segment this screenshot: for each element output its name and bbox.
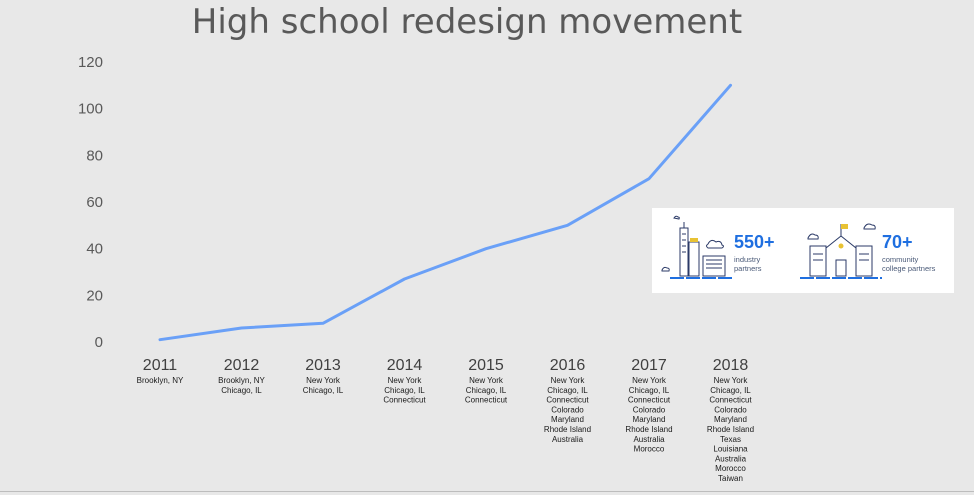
location-label: New York [714,376,749,385]
industry-partners-label-2: partners [734,264,762,273]
location-label: Australia [715,454,747,463]
location-label: Australia [552,435,584,444]
location-label: Morocco [634,445,665,454]
location-label: Connecticut [546,396,589,405]
y-tick-label: 40 [86,241,103,258]
location-label: Australia [633,435,665,444]
location-label: Chicago, IL [466,386,507,395]
partners-infographic: 550+ industry partners 70+ community col… [652,208,954,293]
location-label: Chicago, IL [221,386,262,395]
industry-partners-count: 550+ [734,232,775,252]
location-label: Chicago, IL [629,386,670,395]
location-label: New York [551,376,586,385]
college-partners-label-1: community [882,255,919,264]
location-label: Chicago, IL [710,386,751,395]
location-label: Taiwan [718,474,743,483]
bottom-divider [0,491,974,492]
location-label: New York [388,376,423,385]
location-label: Louisiana [713,445,748,454]
location-label: Morocco [715,464,746,473]
location-label: Maryland [714,415,747,424]
location-label: Texas [720,435,741,444]
series-line [158,83,732,342]
y-axis-ticks: 0 20 40 60 80 100 120 [78,54,103,351]
industry-partners-label-1: industry [734,255,761,264]
chart-title: High school redesign movement [191,2,743,42]
x-axis-ticks: 2011 2012 2013 2014 2015 2016 2017 2018 [143,357,749,374]
y-tick-label: 100 [78,101,103,118]
location-label: Connecticut [628,396,671,405]
location-label: Brooklyn, NY [218,376,265,385]
city-buildings-icon [661,215,732,279]
location-label: Maryland [551,415,584,424]
y-tick-label: 80 [86,147,103,164]
x-tick-label: 2013 [305,357,341,374]
x-tick-label: 2017 [631,357,667,374]
y-tick-label: 20 [86,287,103,304]
location-label: Chicago, IL [547,386,588,395]
college-partners-label-2: college partners [882,264,936,273]
location-label: Colorado [633,405,666,414]
location-label: Brooklyn, NY [137,376,184,385]
location-label: Chicago, IL [303,386,344,395]
location-label: New York [306,376,341,385]
location-label: Colorado [714,405,747,414]
y-tick-label: 60 [86,194,103,211]
college-partners-count: 70+ [882,232,913,252]
school-building-icon [800,223,882,279]
location-label: Connecticut [709,396,752,405]
location-label: Connecticut [383,396,426,405]
location-label: New York [469,376,504,385]
location-label: Chicago, IL [384,386,425,395]
location-label: Connecticut [465,396,508,405]
x-tick-label: 2014 [387,357,423,374]
location-label: Maryland [633,415,666,424]
x-tick-label: 2012 [224,357,260,374]
y-tick-label: 120 [78,54,103,71]
y-tick-label: 0 [95,334,103,351]
location-label: New York [632,376,667,385]
x-tick-label: 2018 [713,357,749,374]
x-tick-label: 2015 [468,357,504,374]
location-label: Colorado [551,405,584,414]
location-label: Rhode Island [544,425,591,434]
x-tick-label: 2011 [143,357,178,374]
x-tick-label: 2016 [550,357,586,374]
location-label: Rhode Island [707,425,754,434]
location-label: Rhode Island [625,425,672,434]
